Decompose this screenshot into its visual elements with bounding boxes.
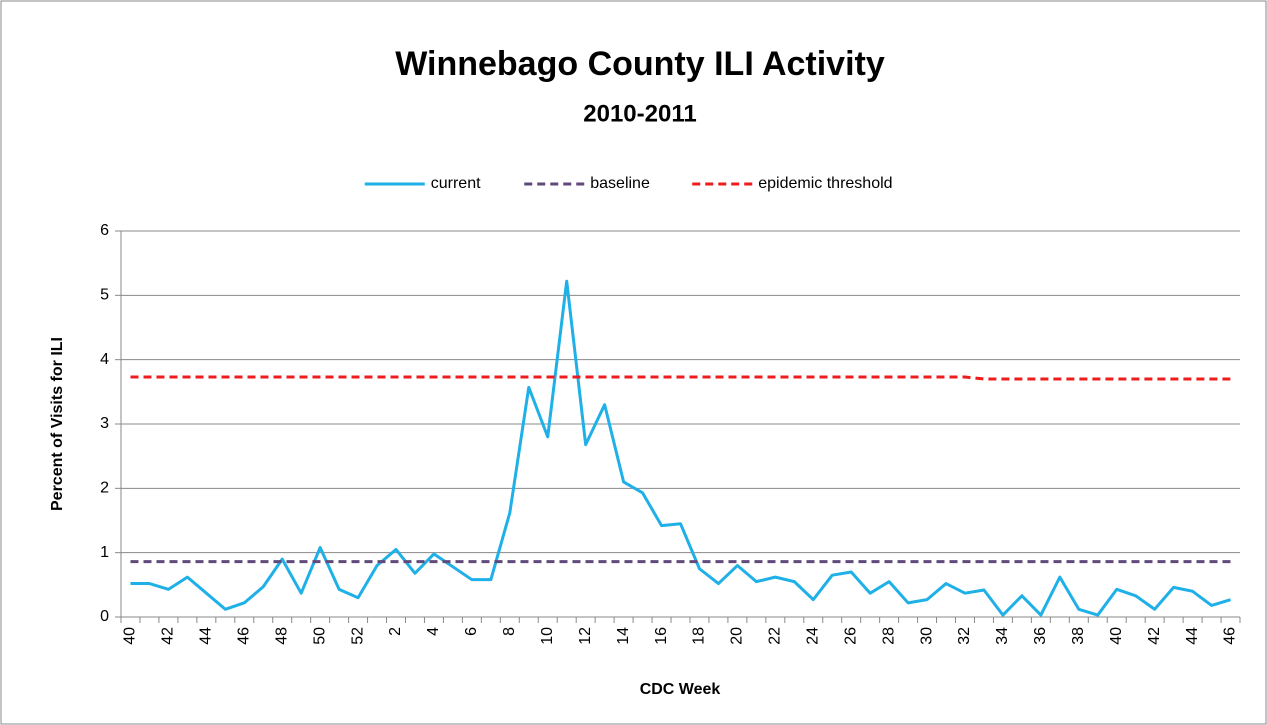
- y-tick-label: 5: [100, 287, 109, 304]
- x-tick-label: 42: [1146, 627, 1163, 645]
- x-tick-label: 46: [1222, 627, 1239, 645]
- x-tick-label: 28: [880, 627, 897, 645]
- x-tick-label: 32: [956, 627, 973, 645]
- x-tick-label: 8: [501, 627, 518, 636]
- x-tick-label: 38: [1070, 627, 1087, 645]
- x-tick-label: 26: [842, 627, 859, 645]
- x-tick-label: 18: [691, 627, 708, 645]
- legend-label: baseline: [590, 175, 650, 192]
- legend-label: current: [431, 175, 481, 192]
- x-tick-label: 40: [122, 627, 139, 645]
- x-tick-label: 44: [1184, 627, 1201, 645]
- x-tick-label: 16: [653, 627, 670, 645]
- x-tick-label: 34: [994, 627, 1011, 645]
- x-tick-label: 20: [729, 627, 746, 645]
- x-tick-label: 12: [577, 627, 594, 645]
- chart-title: Winnebago County ILI Activity: [395, 45, 885, 83]
- x-tick-label: 48: [273, 627, 290, 645]
- x-tick-label: 22: [767, 627, 784, 645]
- series-line: [130, 375, 1231, 381]
- x-tick-label: 24: [804, 627, 821, 645]
- x-tick-label: 2: [387, 627, 404, 636]
- x-tick-label: 14: [615, 627, 632, 645]
- y-axis-title: Percent of Visits for ILI: [49, 337, 66, 511]
- x-tick-label: 42: [160, 627, 177, 645]
- y-tick-label: 4: [100, 351, 109, 368]
- chart-subtitle: 2010-2011: [583, 100, 696, 127]
- x-tick-label: 4: [425, 627, 442, 636]
- x-tick-label: 40: [1108, 627, 1125, 645]
- y-tick-label: 1: [100, 544, 109, 561]
- legend-label: epidemic threshold: [758, 175, 892, 192]
- x-tick-label: 6: [463, 627, 480, 636]
- x-tick-label: 10: [539, 627, 556, 645]
- y-tick-label: 0: [100, 608, 109, 625]
- x-tick-label: 30: [918, 627, 935, 645]
- x-tick-label: 46: [235, 627, 252, 645]
- x-tick-label: 52: [349, 627, 366, 645]
- y-tick-label: 2: [100, 480, 109, 497]
- x-tick-label: 36: [1032, 627, 1049, 645]
- x-tick-label: 50: [311, 627, 328, 645]
- y-tick-label: 6: [100, 222, 109, 239]
- x-axis-title: CDC Week: [640, 681, 721, 698]
- x-tick-label: 44: [198, 627, 215, 645]
- y-tick-label: 3: [100, 415, 109, 432]
